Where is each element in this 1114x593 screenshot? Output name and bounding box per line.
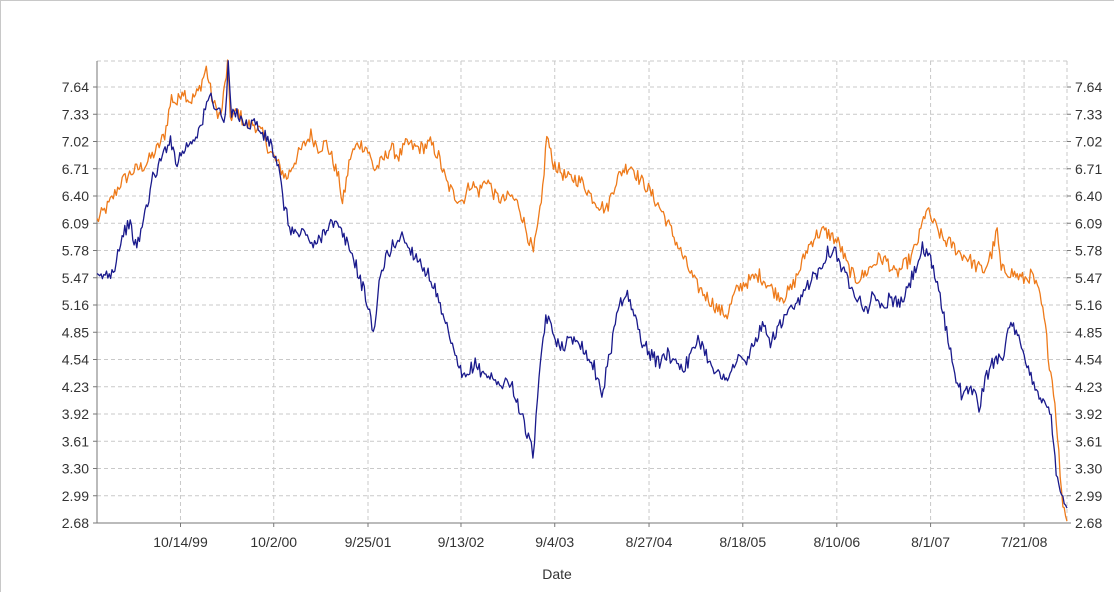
y-tick-label-right: 6.09 xyxy=(1075,215,1102,231)
y-tick-label-right: 3.61 xyxy=(1075,433,1102,449)
series-lines xyxy=(96,59,1068,522)
x-tick-label: 8/18/05 xyxy=(719,534,766,550)
y-tick-label-right: 4.54 xyxy=(1075,352,1102,368)
x-tick-label: 9/25/01 xyxy=(345,534,392,550)
y-tick-label-right: 6.40 xyxy=(1075,188,1102,204)
y-tick-label-right: 2.99 xyxy=(1075,488,1102,504)
x-tick-label: 10/14/99 xyxy=(153,534,208,550)
y-tick-label-right: 5.47 xyxy=(1075,270,1102,286)
y-tick-label-left: 6.40 xyxy=(62,188,89,204)
y-tick-label-right: 4.85 xyxy=(1075,324,1102,340)
series-line-navy xyxy=(96,60,1068,509)
x-tick-label: 7/21/08 xyxy=(1001,534,1048,550)
y-tick-label-left: 4.54 xyxy=(62,352,89,368)
y-tick-label-left: 5.16 xyxy=(62,297,89,313)
x-tick-label: 10/2/00 xyxy=(250,534,297,550)
x-tick-label: 8/10/06 xyxy=(813,534,860,550)
y-tick-label-left: 6.09 xyxy=(62,215,89,231)
y-tick-label-right: 6.71 xyxy=(1075,161,1102,177)
y-tick-label-left: 7.02 xyxy=(62,134,89,150)
y-tick-label-right: 7.33 xyxy=(1075,106,1102,122)
y-tick-label-right: 4.23 xyxy=(1075,379,1102,395)
y-tick-label-left: 2.68 xyxy=(62,515,89,531)
y-tick-label-right: 5.78 xyxy=(1075,243,1102,259)
y-tick-label-left: 4.23 xyxy=(62,379,89,395)
y-tick-label-left: 6.71 xyxy=(62,161,89,177)
right-y-axis: 7.64 7.33 7.02 6.71 6.40 6.09 5.78 5.47 5.16 4.85… xyxy=(1067,79,1102,531)
series-line-orange xyxy=(96,59,1068,522)
y-tick-label-right: 3.92 xyxy=(1075,406,1102,422)
left-y-axis: 7.64 7.33 7.02 6.71 6.40 6.09 5.78 5.47 5.16 4.85… xyxy=(62,61,98,531)
y-tick-label-left: 5.78 xyxy=(62,243,89,259)
y-tick-label-left: 3.30 xyxy=(62,461,89,477)
y-tick-label-left: 4.85 xyxy=(62,324,89,340)
y-tick-label-left: 7.33 xyxy=(62,106,89,122)
y-tick-label-left: 3.92 xyxy=(62,406,89,422)
y-tick-label-left: 2.99 xyxy=(62,488,89,504)
x-axis: 10/14/99 10/2/00 9/25/01 9/13/02 9/4/03 8/27/… xyxy=(97,522,1067,550)
y-tick-label-right: 3.30 xyxy=(1075,461,1102,477)
y-tick-label-right: 7.64 xyxy=(1075,79,1102,95)
x-tick-label: 9/4/03 xyxy=(535,534,574,550)
y-tick-label-left: 5.47 xyxy=(62,270,89,286)
y-tick-label-right: 7.02 xyxy=(1075,134,1102,150)
x-tick-label: 8/27/04 xyxy=(626,534,673,550)
x-axis-title: Date xyxy=(542,566,572,582)
y-tick-label-left: 7.64 xyxy=(62,79,89,95)
x-tick-label: 9/13/02 xyxy=(438,534,485,550)
grid xyxy=(97,60,1068,524)
y-tick-label-right: 5.16 xyxy=(1075,297,1102,313)
x-tick-label: 8/1/07 xyxy=(911,534,950,550)
y-tick-label-right: 2.68 xyxy=(1075,515,1102,531)
y-tick-label-left: 3.61 xyxy=(62,433,89,449)
